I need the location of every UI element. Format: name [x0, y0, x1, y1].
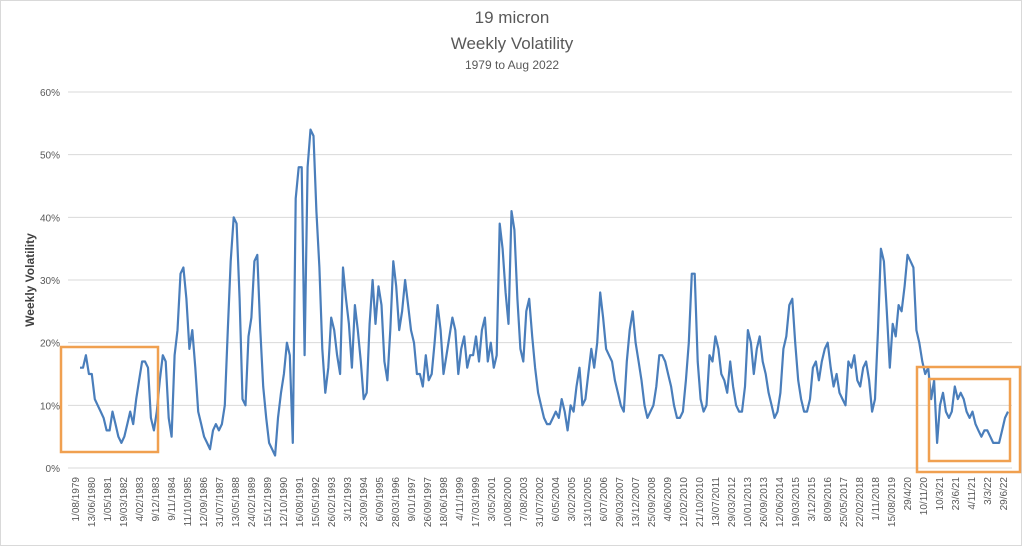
x-tick-label: 8/09/2016 [823, 477, 834, 522]
x-tick-label: 23/6/21 [951, 477, 962, 511]
x-tick-label: 19/03/1982 [119, 477, 130, 527]
x-tick-label: 13/06/1980 [87, 477, 98, 527]
left-highlight-box [59, 345, 160, 454]
x-tick-label: 4/11/21 [967, 477, 978, 510]
x-tick-label: 12/09/1986 [199, 477, 210, 527]
x-tick-label: 17/03/1999 [471, 477, 482, 527]
x-tick-label: 4/11/1999 [455, 477, 466, 521]
x-tick-label: 28/03/1996 [391, 477, 402, 527]
x-tick-label: 10/08/2000 [503, 477, 514, 527]
chart-subtitle: Weekly Volatility [450, 34, 574, 53]
x-tick-label: 9/11/1984 [167, 477, 178, 521]
x-tick-label: 12/06/2014 [775, 477, 786, 527]
x-tick-label: 3/12/1993 [343, 477, 354, 522]
right-highlight-box [915, 365, 1022, 474]
x-tick-label: 9/01/1997 [407, 477, 418, 522]
x-tick-label: 3/12/2015 [807, 477, 818, 522]
x-tick-label: 25/09/2008 [647, 477, 658, 527]
chart-title: 19 micron [474, 8, 550, 27]
x-tick-label: 13/05/1988 [231, 477, 242, 527]
x-tick-label: 6/07/2006 [599, 477, 610, 522]
y-tick-label: 0% [46, 464, 61, 475]
x-tick-label: 19/03/2015 [791, 477, 802, 527]
x-tick-label: 6/09/1995 [375, 477, 386, 522]
x-tick-label: 3/3/22 [983, 477, 994, 505]
x-tick-label: 10/01/2013 [743, 477, 754, 527]
x-tick-label: 4/06/2009 [663, 477, 674, 522]
x-tick-label: 13/07/2011 [711, 477, 722, 527]
x-tick-label: 3/02/2005 [567, 477, 578, 522]
x-tick-label: 29/4/20 [903, 477, 914, 511]
x-tick-label: 15/08/2019 [887, 477, 898, 527]
x-tick-label: 29/03/2007 [615, 477, 626, 527]
right-highlight-inner-box [927, 377, 1012, 463]
x-tick-label: 10/11/20 [919, 477, 930, 516]
y-tick-label: 50% [40, 151, 60, 162]
chart-date-range: 1979 to Aug 2022 [464, 58, 560, 72]
y-tick-label: 40% [40, 213, 60, 224]
x-tick-label: 1/08/1979 [71, 477, 82, 522]
x-tick-label: 1/05/1981 [103, 477, 114, 522]
x-tick-label: 11/10/1985 [183, 477, 194, 527]
x-tick-label: 21/10/2010 [695, 477, 706, 527]
x-tick-label: 9/12/1983 [151, 477, 162, 522]
x-tick-label: 15/12/1989 [263, 477, 274, 527]
x-tick-label: 12/10/1990 [279, 477, 290, 527]
x-tick-label: 26/09/2013 [759, 477, 770, 527]
x-tick-label: 6/05/2004 [551, 477, 562, 522]
y-tick-label: 10% [40, 401, 60, 412]
x-tick-label: 13/12/2007 [631, 477, 642, 527]
x-tick-label: 16/08/1991 [295, 477, 306, 527]
y-tick-label: 60% [40, 88, 60, 99]
x-tick-label: 24/02/1989 [247, 477, 258, 527]
x-tick-label: 22/02/2018 [855, 477, 866, 527]
series-line [80, 128, 1009, 457]
x-tick-label: 18/06/1998 [439, 477, 450, 527]
x-tick-label: 12/02/2010 [679, 477, 690, 527]
y-tick-label: 30% [40, 276, 60, 287]
x-tick-label: 4/02/1983 [135, 477, 146, 522]
x-tick-label: 3/05/2001 [487, 477, 498, 522]
x-tick-label: 7/08/2003 [519, 477, 530, 522]
y-tick-label: 20% [40, 339, 60, 350]
x-tick-label: 10/3/21 [935, 477, 946, 511]
x-tick-label: 1/11/2018 [871, 477, 882, 521]
x-tick-label: 13/10/2005 [583, 477, 594, 527]
x-tick-label: 31/07/2002 [535, 477, 546, 527]
x-tick-label: 25/05/2017 [839, 477, 850, 527]
x-tick-label: 23/09/1994 [359, 477, 370, 527]
x-tick-label: 29/6/22 [999, 477, 1010, 511]
x-tick-label: 26/09/1997 [423, 477, 434, 527]
x-tick-label: 31/07/1987 [215, 477, 226, 527]
x-tick-label: 26/02/1993 [327, 477, 338, 527]
x-tick-label: 15/05/1992 [311, 477, 322, 527]
x-tick-label: 29/03/2012 [727, 477, 738, 527]
